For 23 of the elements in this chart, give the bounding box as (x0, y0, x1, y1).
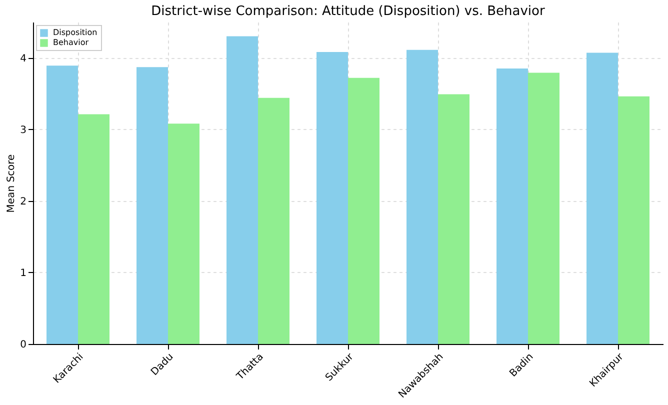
bar (406, 50, 438, 344)
bar (316, 52, 348, 344)
bar (168, 124, 200, 344)
legend-label: Behavior (53, 38, 90, 47)
bar (226, 36, 258, 344)
y-axis-title: Mean Score (6, 154, 18, 213)
y-tick-label: 2 (20, 196, 26, 208)
bar (496, 68, 528, 344)
bar (258, 98, 290, 344)
y-tick-label: 1 (20, 268, 26, 279)
y-tick-label: 4 (20, 53, 26, 64)
bar (136, 67, 168, 344)
bar (46, 66, 78, 344)
bar (78, 114, 110, 344)
legend-label: Disposition (53, 28, 98, 37)
chart-title: District-wise Comparison: Attitude (Disposition) vs. Behavior (151, 4, 546, 19)
bar (618, 96, 650, 344)
y-tick-label: 3 (20, 124, 26, 136)
bar (586, 52, 618, 344)
bar (528, 72, 560, 344)
bar (348, 78, 380, 344)
bar (438, 94, 470, 344)
y-tick-label: 0 (20, 340, 26, 350)
